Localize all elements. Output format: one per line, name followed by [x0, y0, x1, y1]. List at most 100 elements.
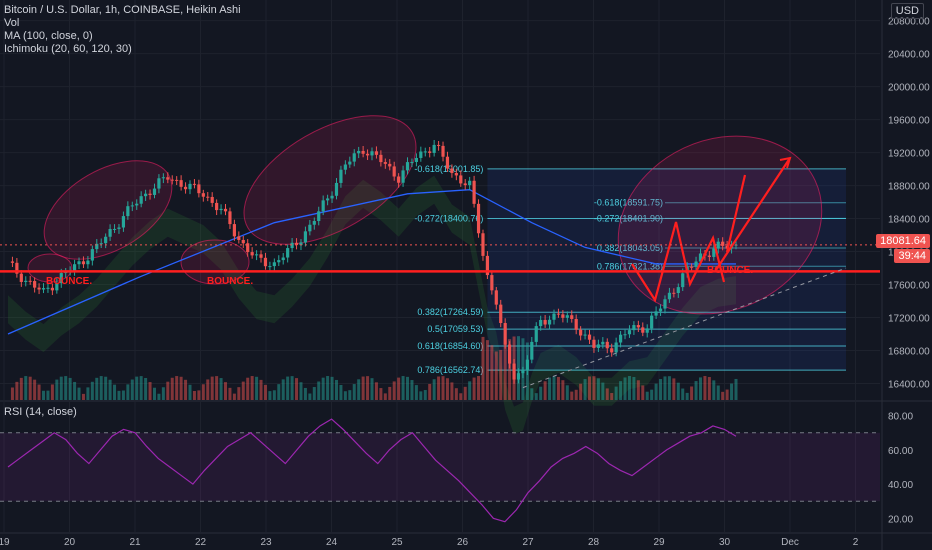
candle-body — [676, 287, 680, 294]
candle-body — [721, 241, 725, 246]
candle-body — [663, 299, 667, 309]
candle-body — [179, 180, 183, 187]
volume-bar — [516, 336, 520, 400]
volume-bar — [272, 390, 276, 400]
volume-bar — [552, 376, 556, 400]
candle-body — [19, 273, 23, 282]
volume-bar — [525, 342, 529, 400]
volume-bar — [37, 384, 41, 400]
candle-body — [28, 280, 32, 282]
candle-body — [690, 266, 694, 268]
indicator-ma: MA (100, close, 0) — [4, 30, 93, 42]
candle-body — [15, 262, 19, 274]
volume-bar — [698, 377, 702, 400]
volume-bar — [166, 381, 170, 400]
candle-body — [610, 348, 614, 353]
candle-body — [370, 151, 374, 156]
volume-bar — [508, 339, 512, 400]
volume-bar — [99, 376, 103, 400]
volume-bar — [641, 385, 645, 400]
time-tick-label: 28 — [588, 537, 600, 548]
candle-body — [81, 261, 86, 265]
volume-bar — [659, 379, 663, 400]
volume-bar — [450, 382, 454, 400]
candle-body — [348, 161, 352, 165]
volume-bar — [334, 379, 338, 400]
volume-bar — [192, 390, 196, 400]
volume-bar — [721, 391, 725, 400]
candle-body — [37, 287, 41, 290]
pattern-ellipse — [617, 135, 823, 315]
volume-bar — [494, 351, 498, 400]
volume-bar — [556, 376, 560, 400]
candle-body — [277, 260, 281, 263]
fib-level-label: 0.382(18043.05) — [597, 243, 663, 253]
volume-bar — [730, 383, 734, 400]
time-tick-label: 21 — [129, 537, 141, 548]
candle-body — [86, 260, 90, 265]
price-tick-label: 20400.00 — [888, 50, 930, 61]
volume-bar — [188, 384, 192, 400]
candle-body — [161, 177, 165, 179]
volume-bar — [281, 379, 285, 400]
volume-bar — [250, 376, 254, 400]
candle-body — [144, 193, 148, 197]
arrow-head — [779, 156, 792, 169]
candle-body — [281, 257, 285, 261]
volume-bar — [10, 387, 14, 400]
candle-body — [72, 264, 77, 272]
candle-body — [317, 211, 321, 221]
candle-body — [658, 308, 663, 312]
candle-body — [499, 304, 503, 324]
candle-body — [650, 315, 654, 329]
volume-bar — [610, 393, 614, 400]
volume-bar — [432, 379, 436, 400]
fib-level-label: -0.272(18400.76) — [414, 213, 483, 223]
candle-body — [201, 193, 205, 197]
candle-body — [641, 327, 645, 333]
volume-bar — [543, 381, 547, 400]
candle-body — [192, 183, 197, 185]
volume-bar — [419, 391, 423, 400]
volume-bar — [357, 379, 361, 400]
volume-bar — [588, 376, 592, 400]
candle-body — [490, 275, 494, 291]
volume-bar — [175, 376, 179, 400]
volume-bar — [286, 376, 290, 400]
candle-body — [312, 220, 316, 225]
time-tick-label: 2 — [853, 537, 859, 548]
volume-bar — [179, 376, 183, 400]
candle-body — [503, 323, 507, 345]
currency-button[interactable]: USD — [890, 3, 924, 19]
volume-bar — [268, 391, 272, 400]
candle-body — [215, 202, 219, 211]
time-tick-label: 25 — [391, 537, 403, 548]
candle-body — [543, 319, 547, 325]
candle-body — [397, 176, 401, 183]
candle-body — [263, 257, 268, 267]
candle-body — [716, 241, 720, 249]
candle-body — [246, 243, 250, 253]
candle-body — [534, 326, 538, 342]
volume-bar — [139, 376, 143, 400]
price-tick-label: 17200.00 — [888, 314, 930, 325]
volume-bar — [561, 380, 565, 400]
volume-bar — [681, 388, 685, 400]
volume-bar — [330, 376, 334, 400]
rsi-legend: RSI (14, close) — [4, 406, 77, 418]
candle-body — [259, 254, 263, 258]
candle-body — [494, 290, 498, 305]
volume-bar — [259, 379, 263, 400]
candle-body — [539, 319, 543, 327]
candle-body — [410, 162, 414, 164]
volume-bar — [24, 376, 28, 400]
volume-bar — [521, 338, 525, 400]
volume-bar — [55, 379, 59, 400]
candle-body — [592, 339, 596, 348]
candle-body — [383, 162, 387, 164]
candle-body — [41, 288, 46, 290]
volume-bar — [77, 387, 81, 400]
volume-bar — [343, 391, 347, 400]
candle-body — [623, 334, 627, 336]
